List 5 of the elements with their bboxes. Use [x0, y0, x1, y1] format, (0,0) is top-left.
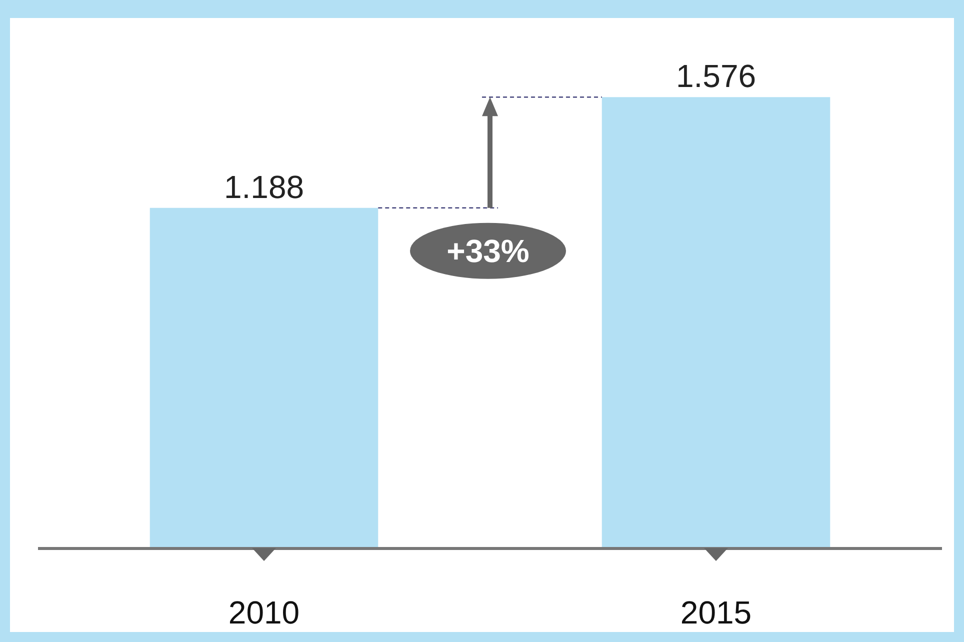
annotation: +33%	[446, 232, 530, 269]
x-tick-label: 2010	[228, 594, 300, 630]
x-tick-label: 2015	[680, 594, 752, 630]
data-label: 1.576	[676, 58, 756, 94]
data-label: 1.188	[224, 168, 304, 205]
